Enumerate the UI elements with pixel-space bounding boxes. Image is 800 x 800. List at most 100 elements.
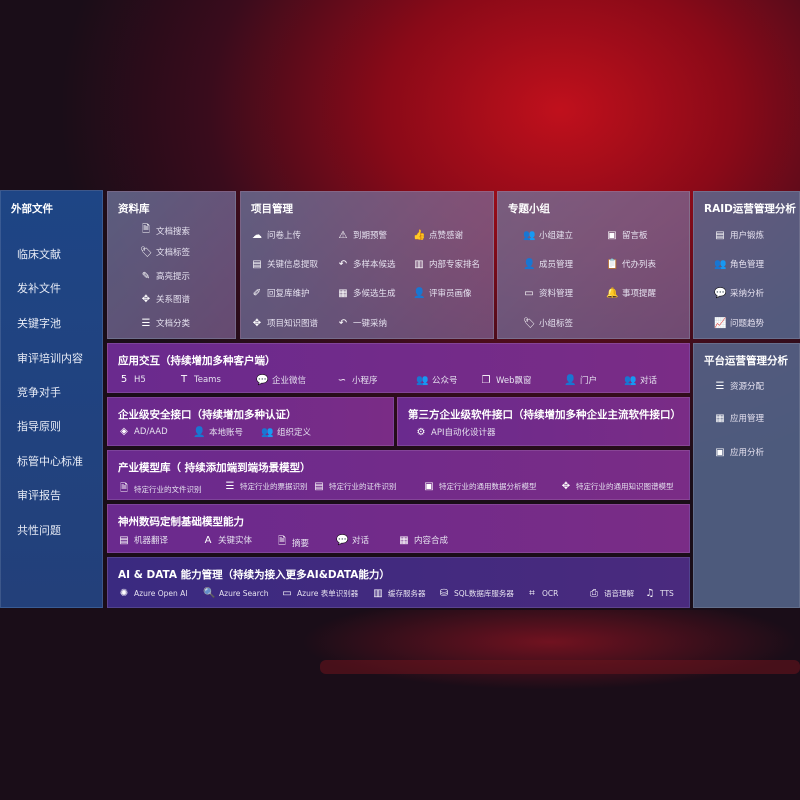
item-clipboard[interactable]: 📋 代办列表	[606, 258, 657, 271]
item-gear[interactable]: ⚙ API自动化设计器	[415, 426, 496, 439]
item-label: 关键实体	[218, 536, 253, 546]
item-thumbs-up[interactable]: 👍 点赞感谢	[413, 229, 463, 242]
item-org[interactable]: 👥 组织定义	[261, 426, 311, 439]
item-ad[interactable]: ◈ AD/AAD	[118, 426, 168, 437]
tag-icon: 🏷	[140, 246, 153, 258]
sidebar-item[interactable]: 共性问题	[17, 524, 61, 537]
item-knowledge-graph[interactable]: ✥ 特定行业的通用知识图谱模型	[560, 481, 674, 492]
item-group[interactable]: 👥 小组建立	[523, 229, 573, 242]
item-users[interactable]: 👥 角色管理	[714, 258, 764, 271]
item-alarm[interactable]: ⚠ 到期预警	[337, 229, 388, 242]
item-edit[interactable]: ✐ 回复库维护	[251, 287, 310, 300]
item-file[interactable]: 🗎 特定行业的文件识别	[118, 481, 202, 498]
item-tag[interactable]: 🏷 小组标签	[523, 317, 574, 330]
item-bbs[interactable]: ▣ 留言板	[606, 229, 647, 242]
item-translate[interactable]: ▤ 机器翻译	[118, 534, 168, 547]
item-label: H5	[134, 374, 146, 385]
item-label: 特定行业的通用数据分析模型	[439, 482, 537, 491]
sidebar-item[interactable]: 指导原则	[17, 420, 61, 433]
item-label: 语音理解	[604, 589, 634, 598]
item-cloud-upload[interactable]: ☁ 问卷上传	[251, 229, 301, 242]
item-ranking[interactable]: ▥ 内部专家排名	[413, 258, 480, 271]
edit-icon: ✐	[252, 287, 262, 299]
thumbs-up-icon: 👍	[413, 229, 426, 241]
item-id-card[interactable]: ▤ 用户锻炼	[714, 229, 764, 242]
bbs-icon: ▣	[607, 229, 617, 241]
form-icon: ▭	[282, 588, 292, 599]
item-label: 内容合成	[414, 536, 449, 546]
sidebar-item[interactable]: 竞争对手	[17, 386, 61, 399]
openai-icon: ✺	[119, 588, 129, 599]
item-chat[interactable]: 👥 对话	[624, 374, 658, 387]
item-qa[interactable]: 💬 采纳分析	[714, 287, 765, 300]
item-label: 采纳分析	[730, 289, 765, 299]
item-search[interactable]: 🔍 Azure Search	[203, 588, 269, 599]
item-entity[interactable]: A 关键实体	[202, 534, 253, 547]
item-window[interactable]: ❐ Web飘窗	[480, 374, 532, 387]
sidebar-item[interactable]: 关键字池	[17, 317, 61, 330]
item-label: AD/AAD	[134, 426, 168, 437]
item-reply[interactable]: ↶ 多样本候选	[337, 258, 396, 271]
item-local-account[interactable]: 👤 本地账号	[193, 426, 244, 439]
item-user[interactable]: 👤 评审员画像	[413, 287, 472, 300]
item-receipt[interactable]: ☰ 特定行业的票据识别	[224, 481, 308, 492]
sidebar-item[interactable]: 临床文献	[17, 248, 61, 261]
item-document-search[interactable]: 🗎 文档搜索	[140, 222, 190, 239]
item-official-account[interactable]: 👥 公众号	[416, 374, 458, 387]
item-label: 特定行业的证件识别	[329, 482, 397, 491]
item-database[interactable]: ⛁ SQL数据库服务器	[438, 588, 514, 599]
item-label: Azure Open AI	[134, 589, 188, 598]
item-label: 资源分配	[730, 382, 765, 392]
sidebar-item[interactable]: 标管中心标准	[17, 455, 83, 468]
item-label: 本地账号	[209, 428, 244, 438]
item-document-classify[interactable]: ☰ 文档分类	[140, 317, 191, 330]
item-miniprogram[interactable]: ∽ 小程序	[336, 374, 378, 387]
sidebar-item[interactable]: 发补文件	[17, 282, 61, 295]
bell-icon: 🔔	[606, 287, 619, 299]
item-label: 事项提醒	[622, 289, 657, 299]
item-add-user[interactable]: 👤 成员管理	[523, 258, 573, 271]
item-tag[interactable]: 🏷 文档标签	[140, 246, 190, 259]
item-graph[interactable]: ✥ 关系图谱	[140, 293, 190, 306]
entity-icon: A	[204, 534, 212, 546]
panel-raid: RAID运营管理分析 ▤ 用户锻炼 👥 角色管理 💬 采纳分析 📈 问题趋势	[693, 191, 800, 339]
item-wecom[interactable]: 💬 企业微信	[256, 374, 306, 387]
translate-icon: ▤	[119, 534, 129, 546]
panel-ai-data: AI & DATA 能力管理（持续为接入更多AI&DATA能力） ✺ Azure …	[107, 557, 690, 608]
chart-icon: ▣	[424, 481, 434, 492]
item-trend[interactable]: 📈 问题趋势	[714, 317, 764, 330]
item-ocr[interactable]: ⌗ OCR	[526, 588, 558, 599]
item-label: 到期预警	[353, 231, 388, 241]
item-speech[interactable]: ⎙ 语音理解	[588, 588, 634, 599]
item-list[interactable]: ☰ 资源分配	[714, 380, 765, 393]
item-knowledge-graph[interactable]: ✥ 项目知识图谱	[251, 317, 318, 330]
item-chart[interactable]: ▣ 特定行业的通用数据分析模型	[423, 481, 537, 492]
item-label: 缓存服务器	[388, 589, 426, 598]
item-cache[interactable]: ▥ 缓存服务器	[372, 588, 426, 599]
item-chat[interactable]: 💬 对话	[336, 534, 369, 547]
item-label: 代办列表	[622, 260, 657, 270]
item-puzzle[interactable]: ▦ 多候选生成	[337, 287, 395, 300]
wecom-icon: 💬	[256, 374, 269, 386]
item-label: 对话	[640, 376, 658, 386]
sidebar-item[interactable]: 审评报告	[17, 489, 61, 502]
item-reply[interactable]: ↶ 一键采纳	[337, 317, 387, 330]
item-folder[interactable]: ▭ 资料管理	[523, 287, 573, 300]
item-summary[interactable]: 🗎 摘要	[276, 534, 309, 551]
item-html5[interactable]: 5 H5	[118, 374, 146, 385]
item-analysis[interactable]: ▣ 应用分析	[714, 446, 764, 459]
item-label: 小组标签	[539, 319, 574, 329]
item-openai[interactable]: ✺ Azure Open AI	[118, 588, 188, 599]
item-bell[interactable]: 🔔 事项提醒	[606, 287, 657, 300]
item-pen[interactable]: ✎ 高亮提示	[140, 270, 190, 283]
users-icon: 👥	[714, 258, 727, 270]
item-teams[interactable]: T Teams	[178, 374, 221, 385]
sidebar-item[interactable]: 审评培训内容	[17, 352, 83, 365]
item-card[interactable]: ▤ 关键信息提取	[251, 258, 318, 271]
item-portal[interactable]: 👤 门户	[564, 374, 597, 387]
item-tts[interactable]: ♫ TTS	[644, 588, 674, 599]
item-id-card[interactable]: ▤ 特定行业的证件识别	[313, 481, 397, 492]
item-form[interactable]: ▭ Azure 表单识别器	[281, 588, 358, 599]
item-compose[interactable]: ▦ 内容合成	[398, 534, 449, 547]
item-apps[interactable]: ▦ 应用管理	[714, 412, 764, 425]
